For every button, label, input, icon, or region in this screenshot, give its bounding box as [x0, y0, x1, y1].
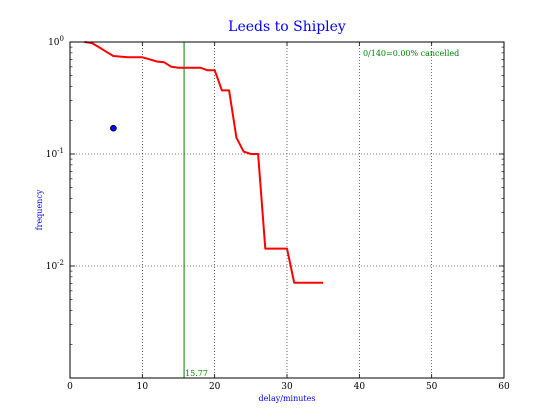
grid-lines [70, 42, 504, 378]
x-tick-label: 60 [498, 382, 510, 392]
y-axis-label: frequency [35, 189, 44, 230]
y-tick-label: 100 [48, 35, 64, 48]
x-tick-label: 40 [354, 382, 366, 392]
x-tick-label: 30 [281, 382, 293, 392]
x-tick-label: 20 [209, 382, 221, 392]
cancelled-annotation: 0/140=0.00% cancelled [363, 49, 459, 58]
y-tick-label: 10-2 [46, 259, 64, 272]
vline-label: 15.77 [185, 369, 208, 378]
x-tick-label: 10 [137, 382, 149, 392]
axis-ticks: 0 10 20 30 40 50 60 100 10-1 10-2 [46, 35, 510, 392]
chart-title: Leeds to Shipley [228, 19, 346, 35]
x-axis-label: delay/minutes [259, 394, 316, 403]
delay-frequency-series [84, 41, 324, 284]
data-layer [84, 41, 324, 378]
data-point [110, 124, 117, 132]
x-tick-label: 50 [426, 382, 438, 392]
x-tick-label: 0 [67, 382, 73, 392]
y-tick-label: 10-1 [46, 147, 64, 160]
